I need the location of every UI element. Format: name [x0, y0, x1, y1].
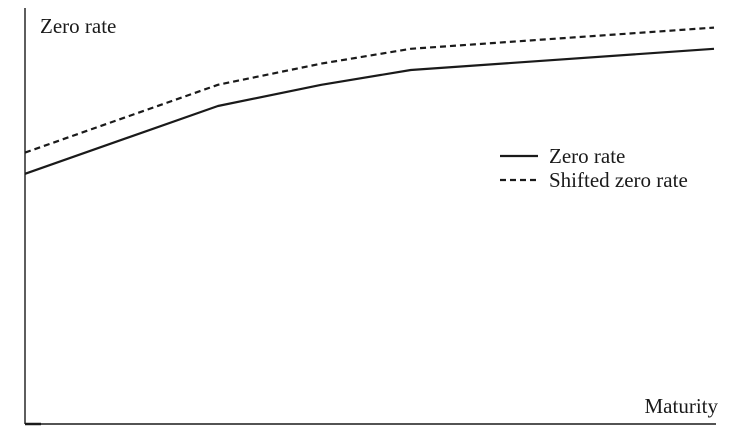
x-axis-label: Maturity	[645, 394, 719, 418]
legend: Zero rate Shifted zero rate	[500, 144, 688, 192]
legend-label-zero-rate: Zero rate	[549, 144, 625, 168]
series-group	[24, 26, 715, 175]
axes	[24, 8, 716, 426]
series-line-shifted-zero-rate	[24, 26, 715, 154]
series-line-zero-rate	[24, 47, 715, 175]
legend-label-shifted-zero-rate: Shifted zero rate	[549, 168, 688, 192]
y-axis-label: Zero rate	[40, 14, 116, 38]
